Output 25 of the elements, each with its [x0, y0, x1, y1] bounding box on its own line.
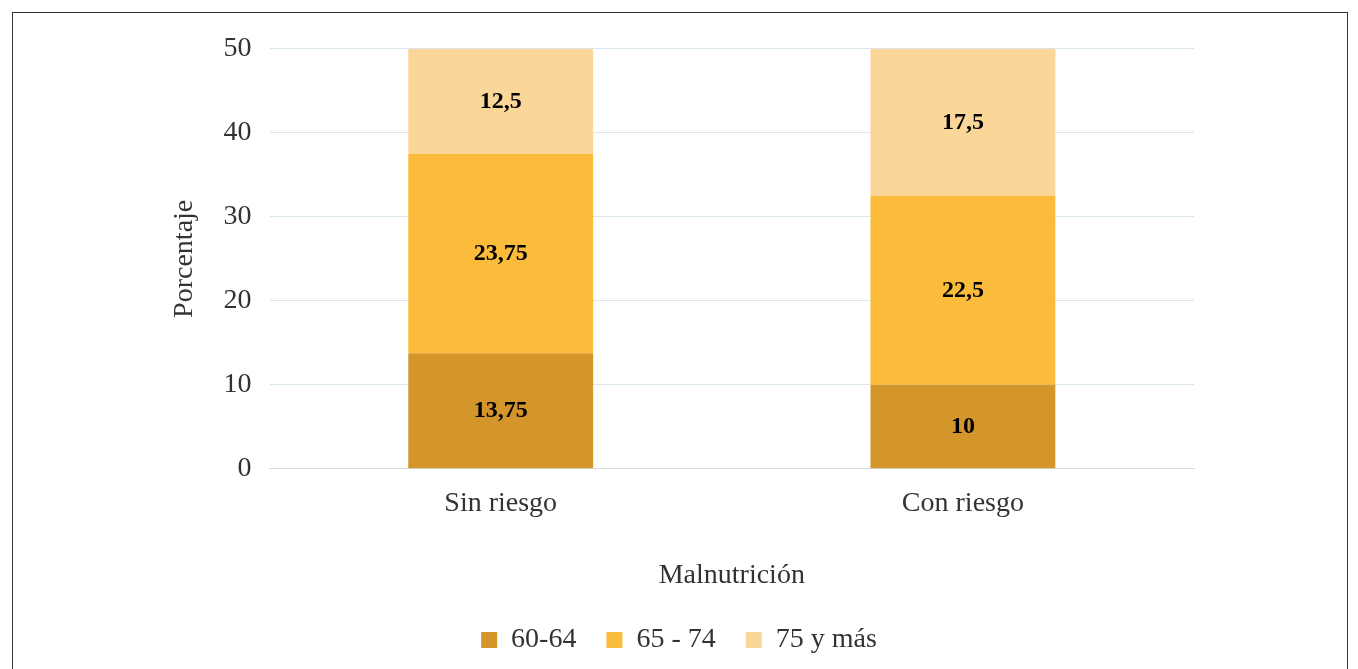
y-tick-label: 20 — [223, 283, 252, 315]
data-label: 12,5 — [479, 86, 522, 113]
data-label: 13,75 — [473, 396, 528, 422]
bar — [408, 353, 594, 469]
bar — [870, 384, 1056, 469]
y-tick-label: 0 — [237, 451, 252, 483]
legend-label: 60-64 — [511, 622, 577, 654]
y-tick-label: 10 — [223, 367, 252, 399]
bar — [870, 195, 1056, 385]
bar — [870, 48, 1056, 196]
y-axis-title: Porcentaje — [167, 199, 199, 318]
x-axis-title: Malnutrición — [658, 557, 805, 589]
data-label: 22,5 — [941, 275, 984, 302]
legend-label: 75 y más — [775, 622, 877, 654]
bar — [408, 48, 594, 154]
data-label: 10 — [950, 411, 975, 438]
data-label: 17,5 — [941, 107, 984, 134]
data-label: 23,75 — [473, 238, 528, 265]
x-tick-label: Con riesgo — [901, 485, 1024, 517]
legend-label: 65 - 74 — [636, 622, 716, 654]
y-tick-label: 50 — [223, 31, 252, 63]
y-tick-label: 30 — [223, 199, 252, 231]
y-tick-label: 40 — [223, 115, 252, 147]
bar — [408, 153, 594, 354]
x-tick-label: Sin riesgo — [444, 485, 558, 517]
